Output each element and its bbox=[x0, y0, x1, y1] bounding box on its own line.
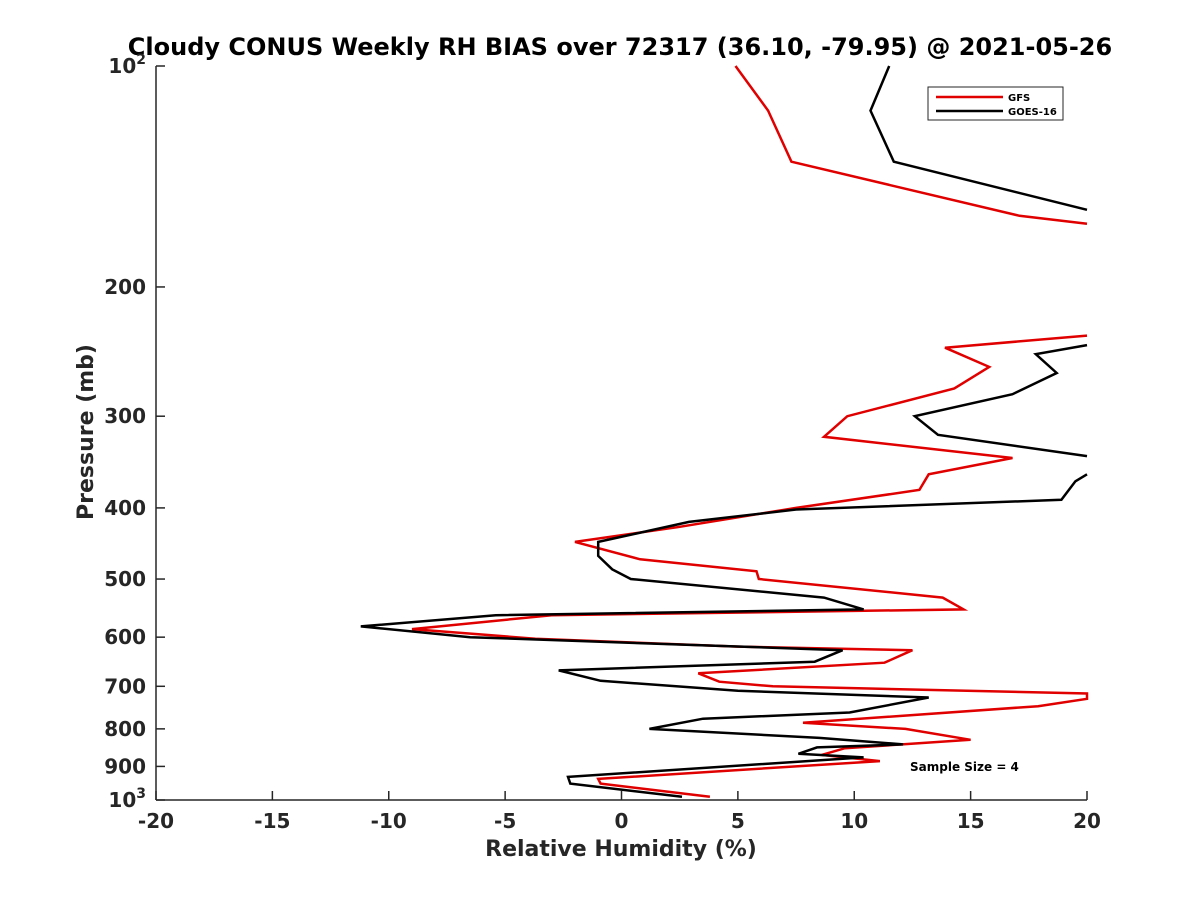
chart-title: Cloudy CONUS Weekly RH BIAS over 72317 (… bbox=[128, 33, 1112, 61]
sample-size-annotation: Sample Size = 4 bbox=[910, 760, 1019, 774]
y-tick-label: 300 bbox=[104, 404, 146, 428]
legend-box bbox=[927, 86, 1064, 121]
series-line-goes16 bbox=[360, 65, 1088, 799]
x-tick-label: -15 bbox=[254, 809, 290, 833]
x-tick-label: 5 bbox=[731, 809, 745, 833]
series-line-gfs bbox=[411, 65, 1089, 799]
axes: -20 -15 -10 -5 0 5 10 15 20102200300400500600700… bbox=[104, 52, 1101, 833]
legend-label-goes16: GOES-16 bbox=[1008, 107, 1057, 118]
x-tick-label: -20 bbox=[138, 809, 174, 833]
x-tick-label: 15 bbox=[957, 809, 985, 833]
x-tick-label: -5 bbox=[494, 809, 516, 833]
y-tick-exponent: 2 bbox=[136, 52, 146, 68]
y-tick-label: 103 bbox=[108, 786, 146, 812]
y-tick-base: 10 bbox=[108, 788, 136, 812]
y-axis-label: Pressure (mb) bbox=[74, 344, 99, 520]
x-tick-label: 0 bbox=[615, 809, 629, 833]
y-tick-label: 700 bbox=[104, 674, 146, 698]
x-axis-label: Relative Humidity (%) bbox=[485, 837, 757, 862]
y-tick-label: 500 bbox=[104, 567, 146, 591]
x-tick-label: 10 bbox=[840, 809, 868, 833]
legend-label-gfs: GFS bbox=[1008, 93, 1030, 104]
y-tick-base: 10 bbox=[108, 54, 136, 78]
y-tick-label: 800 bbox=[104, 717, 146, 741]
legend: GFS GOES-16 bbox=[927, 86, 1064, 121]
y-tick-label: 900 bbox=[104, 754, 146, 778]
x-tick-label: 20 bbox=[1073, 809, 1101, 833]
y-tick-label: 400 bbox=[104, 496, 146, 520]
y-tick-label: 600 bbox=[104, 625, 146, 649]
series-layer bbox=[360, 65, 1089, 799]
y-tick-exponent: 3 bbox=[136, 786, 146, 802]
y-tick-label: 200 bbox=[104, 275, 146, 299]
y-tick-label: 102 bbox=[108, 52, 146, 78]
x-tick-label: -10 bbox=[371, 809, 407, 833]
